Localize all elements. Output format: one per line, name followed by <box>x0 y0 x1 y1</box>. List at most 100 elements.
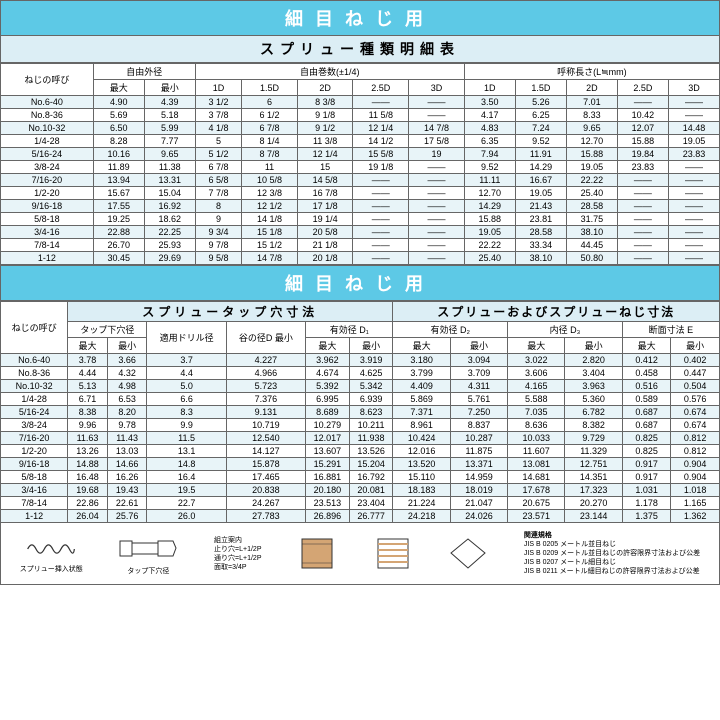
cell: 24.267 <box>226 497 305 510</box>
cell: 9 5/8 <box>195 252 241 265</box>
cell: 10 5/8 <box>242 174 298 187</box>
cell: 3.404 <box>565 367 622 380</box>
cell: 13.03 <box>107 445 147 458</box>
cell: 1/2-20 <box>1 445 68 458</box>
cell: 7.24 <box>515 122 566 135</box>
cell: 14.88 <box>68 458 108 471</box>
cell: 12.017 <box>306 432 350 445</box>
cell: 14.29 <box>464 200 515 213</box>
cell: 7.94 <box>464 148 515 161</box>
cell: 3.022 <box>508 354 565 367</box>
cell: —— <box>353 239 409 252</box>
cell: 11.938 <box>349 432 393 445</box>
cell: 14 1/2 <box>353 135 409 148</box>
cell: 4.409 <box>393 380 450 393</box>
cell: 17.678 <box>508 484 565 497</box>
cell: 1.178 <box>622 497 671 510</box>
th: 谷の径D 最小 <box>226 322 305 354</box>
cell: 3 1/2 <box>195 96 241 109</box>
cell: 0.812 <box>671 445 720 458</box>
cell: 12.751 <box>565 458 622 471</box>
th-thread: ねじの呼び <box>1 302 68 354</box>
cell: 22.7 <box>147 497 226 510</box>
cell: 15.878 <box>226 458 305 471</box>
cell: 7.77 <box>144 135 195 148</box>
cell: 5.69 <box>93 109 144 122</box>
table-row: 9/16-1817.5516.92812 1/217 1/8————14.292… <box>1 200 720 213</box>
cell: 4.44 <box>68 367 108 380</box>
cell: 13.526 <box>349 445 393 458</box>
cell: 22.22 <box>566 174 617 187</box>
cell: —— <box>617 174 668 187</box>
cell: 5.26 <box>515 96 566 109</box>
subtitle-bar-1: スプリュー種類明細表 <box>0 36 720 63</box>
title-bar-1: 細目ねじ用 <box>0 0 720 36</box>
cell: 9.65 <box>144 148 195 161</box>
cell: 25.93 <box>144 239 195 252</box>
th: 最小 <box>144 80 195 96</box>
cell: —— <box>409 187 465 200</box>
cell: 18.62 <box>144 213 195 226</box>
cell: 24.026 <box>450 510 507 523</box>
cell: 1/4-28 <box>1 135 94 148</box>
cell: —— <box>617 239 668 252</box>
bolt-icon <box>118 531 178 566</box>
th: 内径 D₃ <box>508 322 623 338</box>
cell: No.8-36 <box>1 367 68 380</box>
cell: 17 5/8 <box>409 135 465 148</box>
cell: 9/16-18 <box>1 458 68 471</box>
cell: 10.279 <box>306 419 350 432</box>
cell: 13.607 <box>306 445 350 458</box>
cell: 4.165 <box>508 380 565 393</box>
cell: 18.183 <box>393 484 450 497</box>
cell: 6.35 <box>464 135 515 148</box>
cell: 6 5/8 <box>195 174 241 187</box>
cell: 25.40 <box>566 187 617 200</box>
table-row: 3/4-1619.6819.4319.520.83820.18020.08118… <box>1 484 720 497</box>
cell: 5.99 <box>144 122 195 135</box>
th: 2.5D <box>353 80 409 96</box>
cell: —— <box>617 187 668 200</box>
table-row: 3/8-2411.8911.386 7/8111519 1/8——9.5214.… <box>1 161 720 174</box>
th: 最小 <box>565 338 622 354</box>
diagram-section-1 <box>297 536 337 571</box>
cell: 12.70 <box>566 135 617 148</box>
table-2: ねじの呼び スプリュータップ穴寸法 スプリューおよびスプリューねじ寸法 タップ下… <box>0 301 720 523</box>
cell: 10.424 <box>393 432 450 445</box>
cell: 20 1/8 <box>297 252 353 265</box>
cell: —— <box>409 200 465 213</box>
cell: 26.04 <box>68 510 108 523</box>
cell: 16 7/8 <box>297 187 353 200</box>
cell: 30.45 <box>93 252 144 265</box>
cell: 13.371 <box>450 458 507 471</box>
cell: 11.38 <box>144 161 195 174</box>
cell: 29.69 <box>144 252 195 265</box>
cell: 7.035 <box>508 406 565 419</box>
cell: No.10-32 <box>1 380 68 393</box>
cell: 9 1/8 <box>297 109 353 122</box>
table-row: No.6-403.783.663.74.2273.9623.9193.1803.… <box>1 354 720 367</box>
cell: 20.675 <box>508 497 565 510</box>
cell: 44.45 <box>566 239 617 252</box>
th-thread: ねじの呼び <box>1 64 94 96</box>
cell: 26.896 <box>306 510 350 523</box>
cell: 6.939 <box>349 393 393 406</box>
table-row: 1/4-288.287.7758 1/411 3/814 1/217 5/86.… <box>1 135 720 148</box>
cell: 5 <box>195 135 241 148</box>
cell: 14.29 <box>515 161 566 174</box>
diamond-icon <box>448 536 488 571</box>
cell: —— <box>409 161 465 174</box>
cell: 14.959 <box>450 471 507 484</box>
cell: 17 1/8 <box>297 200 353 213</box>
th-sub-a: スプリュータップ穴寸法 <box>68 302 393 322</box>
th: 2.5D <box>617 80 668 96</box>
cell: 4.625 <box>349 367 393 380</box>
cell: 23.513 <box>306 497 350 510</box>
cell: 19 1/8 <box>353 161 409 174</box>
cell: 9.729 <box>565 432 622 445</box>
cell: —— <box>617 213 668 226</box>
th: 最大 <box>306 338 350 354</box>
cell: 14.127 <box>226 445 305 458</box>
cell: 11.43 <box>107 432 147 445</box>
th: 1.5D <box>242 80 298 96</box>
